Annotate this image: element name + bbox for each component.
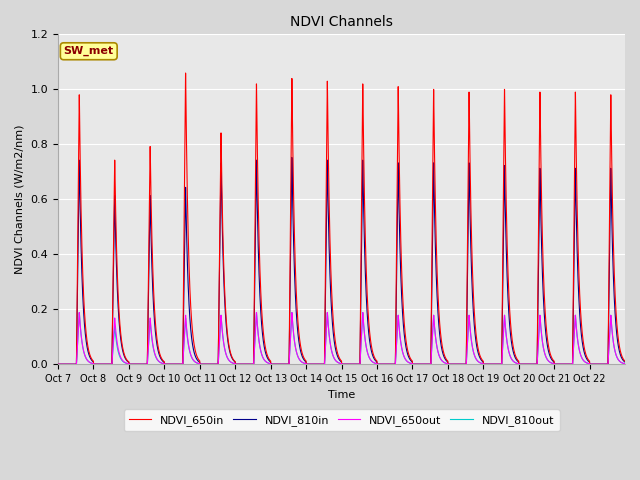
NDVI_810in xyxy=(505,308,513,313)
NDVI_650out xyxy=(54,361,62,367)
NDVI_650out xyxy=(359,310,367,315)
NDVI_810in xyxy=(83,341,90,347)
NDVI_650in xyxy=(475,347,483,353)
Line: NDVI_650out: NDVI_650out xyxy=(58,312,625,364)
NDVI_650in xyxy=(415,361,422,367)
NDVI_810out xyxy=(259,356,267,361)
Line: NDVI_810out: NDVI_810out xyxy=(58,312,625,364)
Title: NDVI Channels: NDVI Channels xyxy=(290,15,393,29)
NDVI_810in xyxy=(390,361,397,367)
NDVI_650in xyxy=(54,361,62,367)
Line: NDVI_810in: NDVI_810in xyxy=(58,157,625,364)
NDVI_650out xyxy=(259,356,267,361)
NDVI_810out xyxy=(621,361,629,367)
NDVI_810in xyxy=(259,338,267,344)
NDVI_810out xyxy=(359,310,367,315)
NDVI_810in xyxy=(475,351,483,357)
NDVI_650out xyxy=(475,359,483,365)
NDVI_650in xyxy=(621,359,629,364)
NDVI_650in xyxy=(390,361,397,367)
NDVI_650in xyxy=(182,70,189,76)
NDVI_650in xyxy=(260,330,268,336)
NDVI_810out xyxy=(415,361,422,367)
NDVI_650out xyxy=(621,361,629,367)
Y-axis label: NDVI Channels (W/m2/nm): NDVI Channels (W/m2/nm) xyxy=(15,124,25,274)
NDVI_810out xyxy=(83,356,90,362)
NDVI_810out xyxy=(390,361,397,367)
NDVI_650out xyxy=(415,361,422,367)
NDVI_810in xyxy=(54,361,62,367)
Line: NDVI_650in: NDVI_650in xyxy=(58,73,625,364)
NDVI_810out xyxy=(475,359,483,365)
NDVI_810out xyxy=(505,348,513,354)
X-axis label: Time: Time xyxy=(328,390,355,399)
NDVI_650in xyxy=(505,288,513,293)
NDVI_650out xyxy=(505,348,513,354)
NDVI_810in xyxy=(288,155,296,160)
NDVI_650out xyxy=(390,361,397,367)
NDVI_810out xyxy=(54,361,62,367)
NDVI_810in xyxy=(621,359,629,365)
Text: SW_met: SW_met xyxy=(64,46,114,56)
NDVI_650out xyxy=(83,356,90,362)
NDVI_650in xyxy=(83,335,90,340)
Legend: NDVI_650in, NDVI_810in, NDVI_650out, NDVI_810out: NDVI_650in, NDVI_810in, NDVI_650out, NDV… xyxy=(124,409,559,432)
NDVI_810in xyxy=(415,361,422,367)
